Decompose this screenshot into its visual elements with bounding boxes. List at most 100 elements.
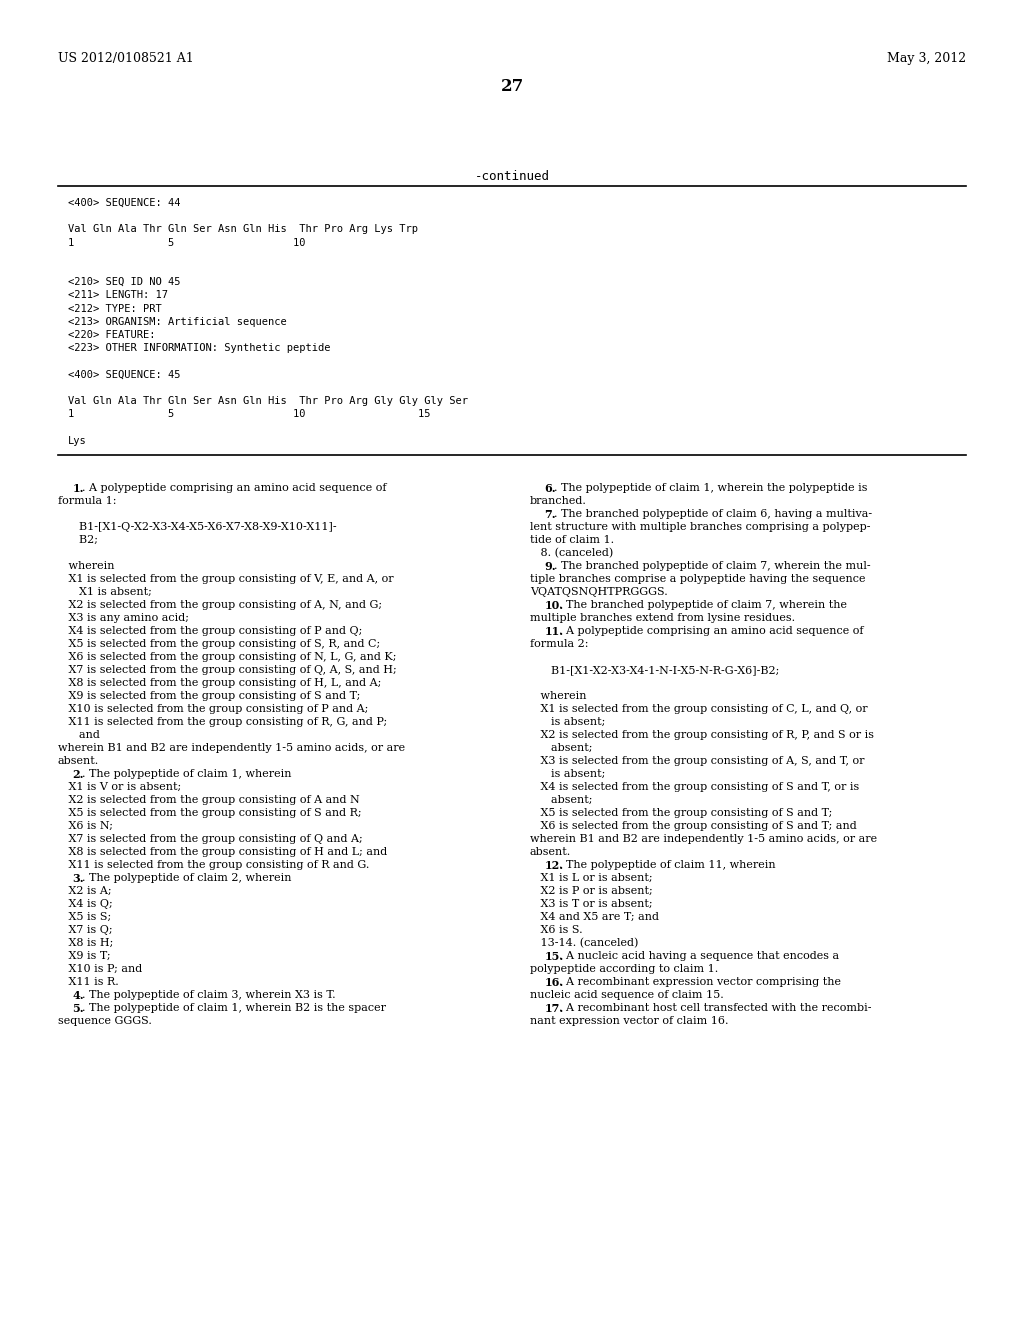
Text: X2 is selected from the group consisting of R, P, and S or is: X2 is selected from the group consisting… — [530, 730, 874, 739]
Text: <210> SEQ ID NO 45: <210> SEQ ID NO 45 — [68, 277, 180, 288]
Text: Val Gln Ala Thr Gln Ser Asn Gln His  Thr Pro Arg Gly Gly Gly Ser: Val Gln Ala Thr Gln Ser Asn Gln His Thr … — [68, 396, 468, 407]
Text: <400> SEQUENCE: 44: <400> SEQUENCE: 44 — [68, 198, 180, 209]
Text: is absent;: is absent; — [530, 768, 605, 779]
Text: nant expression vector of claim 16.: nant expression vector of claim 16. — [530, 1016, 728, 1026]
Text: . The polypeptide of claim 3, wherein X3 is T.: . The polypeptide of claim 3, wherein X3… — [82, 990, 336, 999]
Text: . A polypeptide comprising an amino acid sequence of: . A polypeptide comprising an amino acid… — [559, 626, 863, 636]
Text: wherein: wherein — [530, 690, 587, 701]
Text: absent.: absent. — [58, 756, 99, 766]
Text: polypeptide according to claim 1.: polypeptide according to claim 1. — [530, 964, 718, 974]
Text: X8 is H;: X8 is H; — [58, 937, 114, 948]
Text: nucleic acid sequence of claim 15.: nucleic acid sequence of claim 15. — [530, 990, 724, 999]
Text: 5.: 5. — [73, 1003, 84, 1014]
Text: Lys: Lys — [68, 436, 87, 446]
Text: multiple branches extend from lysine residues.: multiple branches extend from lysine res… — [530, 612, 795, 623]
Text: X4 and X5 are T; and: X4 and X5 are T; and — [530, 912, 659, 921]
Text: X1 is selected from the group consisting of C, L, and Q, or: X1 is selected from the group consisting… — [530, 704, 867, 714]
Text: 10.: 10. — [545, 599, 563, 611]
Text: X11 is R.: X11 is R. — [58, 977, 119, 987]
Text: 9.: 9. — [545, 561, 556, 572]
Text: 27: 27 — [501, 78, 523, 95]
Text: X7 is Q;: X7 is Q; — [58, 925, 113, 935]
Text: X2 is A;: X2 is A; — [58, 886, 112, 896]
Text: <211> LENGTH: 17: <211> LENGTH: 17 — [68, 290, 168, 301]
Text: US 2012/0108521 A1: US 2012/0108521 A1 — [58, 51, 194, 65]
Text: 4.: 4. — [73, 990, 84, 1001]
Text: absent;: absent; — [530, 743, 593, 752]
Text: . The branched polypeptide of claim 6, having a multiva-: . The branched polypeptide of claim 6, h… — [554, 508, 872, 519]
Text: 16.: 16. — [545, 977, 564, 987]
Text: wherein B1 and B2 are independently 1-5 amino acids, or are: wherein B1 and B2 are independently 1-5 … — [58, 743, 406, 752]
Text: X1 is selected from the group consisting of V, E, and A, or: X1 is selected from the group consisting… — [58, 574, 393, 583]
Text: <400> SEQUENCE: 45: <400> SEQUENCE: 45 — [68, 370, 180, 380]
Text: X4 is selected from the group consisting of S and T, or is: X4 is selected from the group consisting… — [530, 781, 859, 792]
Text: May 3, 2012: May 3, 2012 — [887, 51, 966, 65]
Text: 17.: 17. — [545, 1003, 564, 1014]
Text: X10 is selected from the group consisting of P and A;: X10 is selected from the group consistin… — [58, 704, 369, 714]
Text: X5 is selected from the group consisting of S, R, and C;: X5 is selected from the group consisting… — [58, 639, 380, 649]
Text: -continued: -continued — [474, 170, 550, 183]
Text: . The polypeptide of claim 1, wherein B2 is the spacer: . The polypeptide of claim 1, wherein B2… — [82, 1003, 386, 1012]
Text: X3 is selected from the group consisting of A, S, and T, or: X3 is selected from the group consisting… — [530, 756, 864, 766]
Text: X4 is Q;: X4 is Q; — [58, 899, 113, 908]
Text: X5 is S;: X5 is S; — [58, 912, 112, 921]
Text: X5 is selected from the group consisting of S and T;: X5 is selected from the group consisting… — [530, 808, 833, 818]
Text: X1 is absent;: X1 is absent; — [58, 587, 152, 597]
Text: X2 is selected from the group consisting of A and N: X2 is selected from the group consisting… — [58, 795, 359, 805]
Text: X4 is selected from the group consisting of P and Q;: X4 is selected from the group consisting… — [58, 626, 362, 636]
Text: 6.: 6. — [545, 483, 556, 494]
Text: . The polypeptide of claim 1, wherein: . The polypeptide of claim 1, wherein — [82, 768, 292, 779]
Text: . A recombinant host cell transfected with the recombi-: . A recombinant host cell transfected wi… — [559, 1003, 871, 1012]
Text: 11.: 11. — [545, 626, 563, 636]
Text: X5 is selected from the group consisting of S and R;: X5 is selected from the group consisting… — [58, 808, 361, 818]
Text: X6 is selected from the group consisting of S and T; and: X6 is selected from the group consisting… — [530, 821, 857, 830]
Text: 8. (canceled): 8. (canceled) — [530, 548, 613, 558]
Text: <213> ORGANISM: Artificial sequence: <213> ORGANISM: Artificial sequence — [68, 317, 287, 327]
Text: . A recombinant expression vector comprising the: . A recombinant expression vector compri… — [559, 977, 841, 987]
Text: X8 is selected from the group consisting of H and L; and: X8 is selected from the group consisting… — [58, 847, 387, 857]
Text: branched.: branched. — [530, 496, 587, 506]
Text: wherein B1 and B2 are independently 1-5 amino acids, or are: wherein B1 and B2 are independently 1-5 … — [530, 834, 878, 843]
Text: 7.: 7. — [545, 508, 556, 520]
Text: 1               5                   10: 1 5 10 — [68, 238, 305, 248]
Text: 13-14. (canceled): 13-14. (canceled) — [530, 937, 638, 948]
Text: tide of claim 1.: tide of claim 1. — [530, 535, 614, 545]
Text: X3 is T or is absent;: X3 is T or is absent; — [530, 899, 652, 908]
Text: X2 is P or is absent;: X2 is P or is absent; — [530, 886, 652, 896]
Text: B2;: B2; — [58, 535, 98, 545]
Text: X9 is selected from the group consisting of S and T;: X9 is selected from the group consisting… — [58, 690, 360, 701]
Text: X11 is selected from the group consisting of R, G, and P;: X11 is selected from the group consistin… — [58, 717, 387, 727]
Text: 12.: 12. — [545, 859, 563, 871]
Text: absent;: absent; — [530, 795, 593, 805]
Text: and: and — [58, 730, 100, 739]
Text: X6 is selected from the group consisting of N, L, G, and K;: X6 is selected from the group consisting… — [58, 652, 396, 661]
Text: X6 is S.: X6 is S. — [530, 925, 583, 935]
Text: formula 1:: formula 1: — [58, 496, 117, 506]
Text: X8 is selected from the group consisting of H, L, and A;: X8 is selected from the group consisting… — [58, 677, 381, 688]
Text: <212> TYPE: PRT: <212> TYPE: PRT — [68, 304, 162, 314]
Text: X9 is T;: X9 is T; — [58, 950, 111, 961]
Text: absent.: absent. — [530, 847, 571, 857]
Text: . The branched polypeptide of claim 7, wherein the: . The branched polypeptide of claim 7, w… — [559, 599, 847, 610]
Text: 3.: 3. — [73, 873, 84, 884]
Text: wherein: wherein — [58, 561, 115, 570]
Text: X11 is selected from the group consisting of R and G.: X11 is selected from the group consistin… — [58, 859, 370, 870]
Text: X1 is L or is absent;: X1 is L or is absent; — [530, 873, 652, 883]
Text: . A polypeptide comprising an amino acid sequence of: . A polypeptide comprising an amino acid… — [82, 483, 387, 492]
Text: X1 is V or is absent;: X1 is V or is absent; — [58, 781, 181, 792]
Text: 1.: 1. — [73, 483, 84, 494]
Text: <223> OTHER INFORMATION: Synthetic peptide: <223> OTHER INFORMATION: Synthetic pepti… — [68, 343, 331, 354]
Text: 1               5                   10                  15: 1 5 10 15 — [68, 409, 430, 420]
Text: X2 is selected from the group consisting of A, N, and G;: X2 is selected from the group consisting… — [58, 599, 382, 610]
Text: B1-[X1-Q-X2-X3-X4-X5-X6-X7-X8-X9-X10-X11]-: B1-[X1-Q-X2-X3-X4-X5-X6-X7-X8-X9-X10-X11… — [58, 521, 337, 532]
Text: is absent;: is absent; — [530, 717, 605, 727]
Text: X10 is P; and: X10 is P; and — [58, 964, 142, 974]
Text: <220> FEATURE:: <220> FEATURE: — [68, 330, 156, 341]
Text: tiple branches comprise a polypeptide having the sequence: tiple branches comprise a polypeptide ha… — [530, 574, 865, 583]
Text: B1-[X1-X2-X3-X4-1-N-I-X5-N-R-G-X6]-B2;: B1-[X1-X2-X3-X4-1-N-I-X5-N-R-G-X6]-B2; — [530, 665, 779, 675]
Text: Val Gln Ala Thr Gln Ser Asn Gln His  Thr Pro Arg Lys Trp: Val Gln Ala Thr Gln Ser Asn Gln His Thr … — [68, 224, 418, 235]
Text: . The polypeptide of claim 11, wherein: . The polypeptide of claim 11, wherein — [559, 859, 776, 870]
Text: . The branched polypeptide of claim 7, wherein the mul-: . The branched polypeptide of claim 7, w… — [554, 561, 870, 570]
Text: X7 is selected from the group consisting of Q, A, S, and H;: X7 is selected from the group consisting… — [58, 665, 396, 675]
Text: lent structure with multiple branches comprising a polypep-: lent structure with multiple branches co… — [530, 521, 870, 532]
